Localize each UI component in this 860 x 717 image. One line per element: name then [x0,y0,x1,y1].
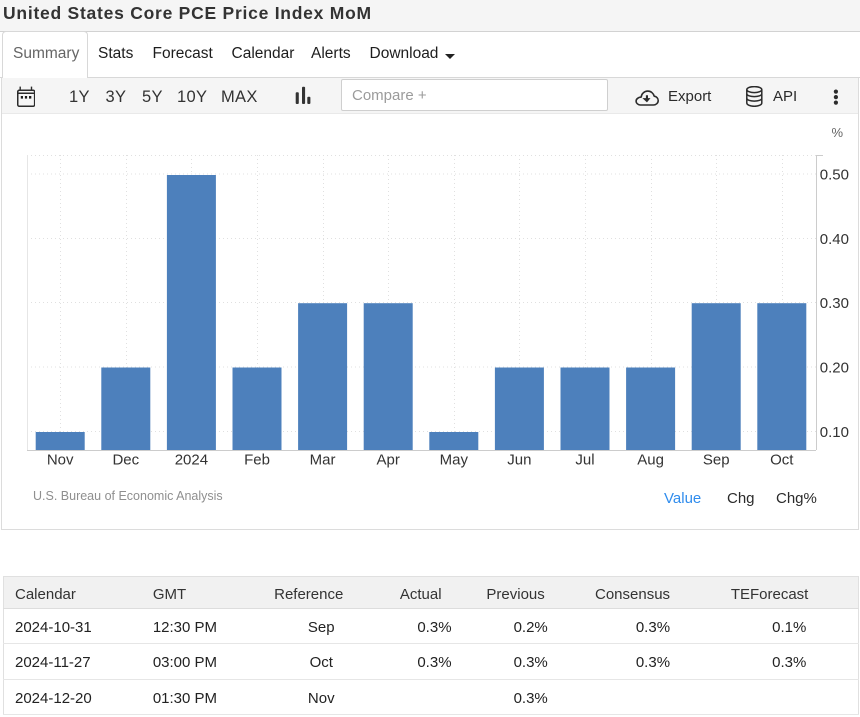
svg-text:Dec: Dec [112,452,139,469]
svg-text:Jul: Jul [575,452,594,469]
svg-text:Feb: Feb [244,452,270,469]
svg-text:Apr: Apr [377,452,400,469]
svg-text:0.30: 0.30 [820,295,849,312]
svg-text:Oct: Oct [770,452,794,469]
svg-text:2024: 2024 [175,452,208,469]
svg-text:Jun: Jun [507,452,531,469]
svg-text:0.40: 0.40 [820,231,849,248]
svg-text:Aug: Aug [637,452,664,469]
svg-text:Mar: Mar [310,452,336,469]
svg-text:Nov: Nov [47,452,74,469]
svg-text:0.50: 0.50 [820,166,849,183]
svg-text:May: May [440,452,469,469]
svg-text:0.20: 0.20 [820,359,849,376]
svg-text:%: % [831,125,843,140]
svg-text:0.10: 0.10 [820,424,849,441]
svg-text:Sep: Sep [703,452,730,469]
